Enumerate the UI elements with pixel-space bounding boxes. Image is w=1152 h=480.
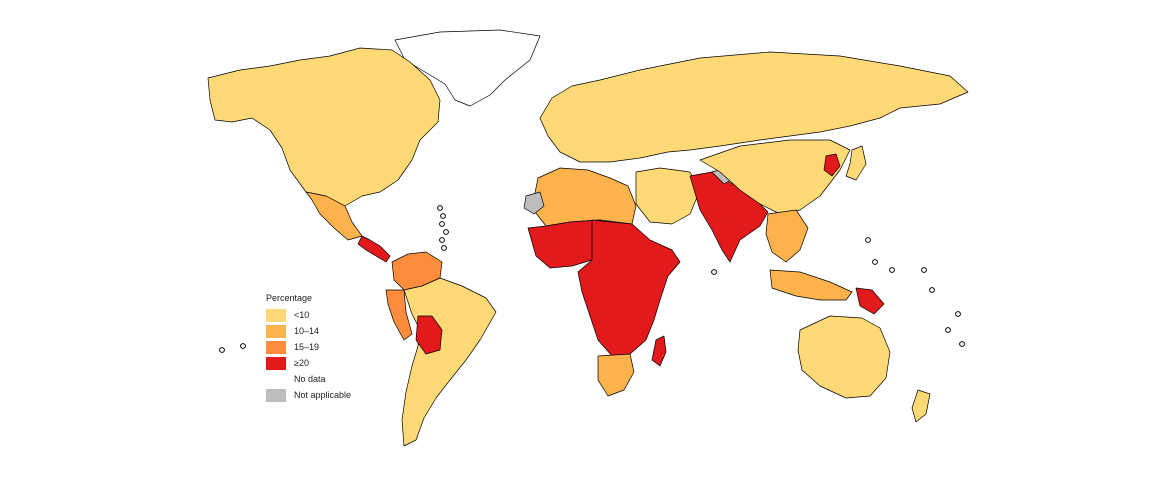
region-east-asia — [699, 139, 851, 215]
region-japan — [845, 145, 867, 181]
region-madagascar — [651, 335, 667, 367]
region-southern-africa — [597, 353, 635, 397]
legend-item: No data — [266, 371, 386, 387]
legend-label: 10–14 — [294, 326, 320, 336]
region-australia — [797, 315, 891, 399]
island-caribbean-6 — [441, 245, 447, 251]
legend-swatch — [266, 340, 286, 354]
island-pacific-8 — [945, 327, 951, 333]
region-central-america — [357, 235, 391, 263]
island-pacific-5 — [921, 267, 927, 273]
region-korea-dprk — [823, 153, 841, 177]
region-north-america — [207, 47, 441, 207]
region-greenland — [394, 29, 541, 107]
region-northwest-africa — [531, 167, 637, 227]
island-caribbean-1 — [437, 205, 443, 211]
map-legend: Percentage <10 10–14 15–19 ≥20 No data Not ap… — [266, 293, 386, 403]
legend-item: Not applicable — [266, 387, 386, 403]
island-pacific-3 — [872, 259, 878, 265]
legend-swatch — [266, 324, 286, 338]
region-bolivia — [415, 315, 443, 355]
island-pacific-1 — [219, 347, 225, 353]
region-south-america — [401, 277, 497, 447]
island-caribbean-3 — [439, 221, 445, 227]
region-western-sahara — [523, 191, 545, 215]
legend-item: 15–19 — [266, 339, 386, 355]
legend-label: <10 — [294, 310, 310, 320]
legend-swatch — [266, 308, 286, 322]
island-caribbean-2 — [440, 213, 446, 219]
legend-swatch — [266, 372, 286, 386]
island-pacific-2 — [240, 343, 246, 349]
legend-item: 10–14 — [266, 323, 386, 339]
legend-item: ≥20 — [266, 355, 386, 371]
island-caribbean-4 — [443, 229, 449, 235]
legend-swatch — [266, 356, 286, 370]
island-pacific-4 — [889, 267, 895, 273]
legend-items: <10 10–14 15–19 ≥20 No data Not applicable — [266, 307, 386, 403]
legend-label: ≥20 — [294, 358, 309, 368]
legend-title: Percentage — [266, 293, 313, 303]
island-caribbean-5 — [439, 237, 445, 243]
island-indian-ocean — [711, 269, 717, 275]
island-pacific-6 — [929, 287, 935, 293]
region-peru-ecuador — [385, 289, 413, 341]
region-mexico — [305, 191, 363, 241]
region-new-zealand — [911, 389, 931, 423]
region-europe-russia — [539, 51, 969, 163]
legend-label: 15–19 — [294, 342, 320, 352]
legend-item: <10 — [266, 307, 386, 323]
region-central-east-africa — [577, 219, 681, 357]
region-papua-new-guinea — [855, 287, 885, 315]
region-middle-east — [635, 167, 701, 225]
region-indonesia — [769, 269, 853, 301]
island-pacific-7 — [955, 311, 961, 317]
island-pacific-9 — [959, 341, 965, 347]
island-pacific-10 — [865, 237, 871, 243]
legend-swatch — [266, 388, 286, 402]
legend-label: Not applicable — [294, 390, 352, 400]
legend-label: No data — [294, 374, 326, 384]
region-southeast-asia — [765, 209, 809, 263]
region-south-asia — [689, 171, 769, 263]
